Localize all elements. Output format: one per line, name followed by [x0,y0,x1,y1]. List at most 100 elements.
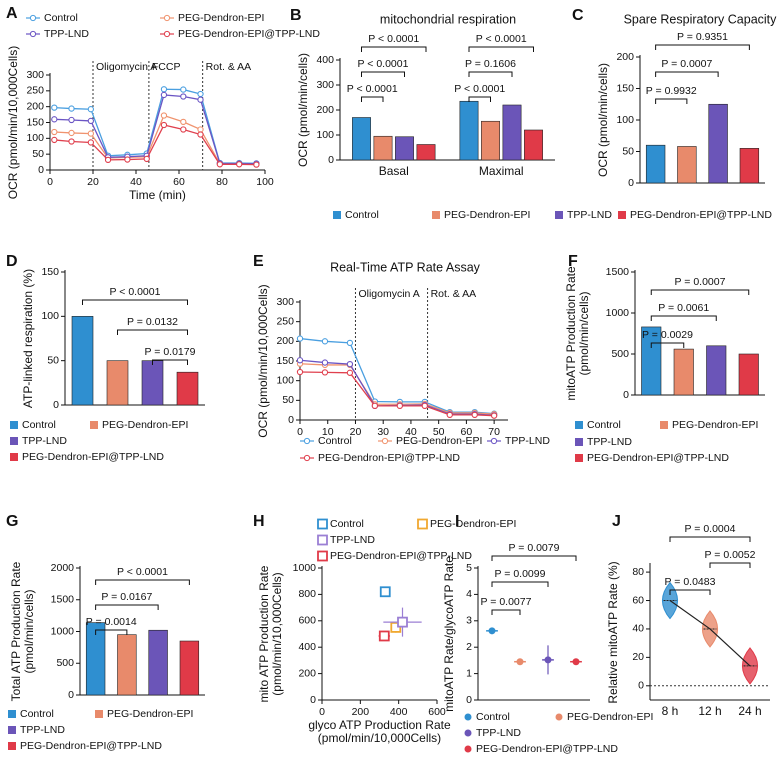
data-point [321,338,329,345]
y-tick-label: 200 [616,51,634,63]
bar [85,622,106,696]
bracket [669,536,751,542]
bar [71,316,94,406]
y-tick-label: 50 [32,148,44,160]
p-value: P = 0.0079 [509,542,560,554]
legend-label: PEG-Dendron-EPI [178,12,264,24]
event-label: Oligomycin A [96,61,157,73]
y-tick-label: 400 [298,641,316,653]
data-point [160,121,168,129]
data-point [371,402,379,409]
panel-letter: C [572,7,584,24]
bracket [669,589,711,595]
data-point [346,369,354,376]
data-point [446,411,453,419]
bar [738,353,759,396]
y-tick-label: 4 [466,588,472,600]
data-point [160,112,168,119]
data-point [68,105,75,112]
y-tick-label: 5 [466,562,472,574]
panel-letter: A [6,5,18,22]
x-axis-label: glyco ATP Production Rate [308,718,451,732]
y-axis-label: OCR (pmol/min/10,000Cells) [256,284,270,437]
data-point [296,368,304,376]
bracket [491,609,521,615]
bracket [95,579,190,585]
data-point [160,86,168,93]
data-point [68,129,75,137]
y-tick-label: 1 [466,667,472,679]
bracket [361,46,427,52]
p-value: P = 0.9351 [677,31,728,43]
data-point [346,339,354,347]
data-point [397,616,408,628]
legend-label: Control [345,209,379,221]
y-tick-label: 0 [628,177,634,189]
bar [395,136,414,161]
y-tick-label: 2000 [51,562,75,574]
legend-swatch [417,518,428,530]
p-value: P < 0.0001 [476,33,527,45]
legend-label: PEG-Dendron-EPI@TPP-LND [178,28,320,40]
x-tick-label: 0 [47,176,53,188]
bar [645,144,666,184]
y-tick-label: 250 [276,315,294,327]
y-axis-label: ATP-linked respiration (%) [21,269,35,408]
y-tick-label: 0 [68,689,74,701]
x-tick-label: 12 h [698,704,721,718]
legend-swatch [90,421,98,429]
bar [481,120,500,161]
p-value: P = 0.1606 [465,58,516,70]
legend-swatch [10,421,18,429]
x-tick-label: 20 [87,176,99,188]
x-tick-label: 100 [256,176,274,188]
y-tick-label: 3 [466,615,472,627]
y-tick-label: 200 [26,100,44,112]
bar [106,360,129,406]
legend-swatch [29,14,37,22]
data-point [471,411,478,419]
legend-swatch [29,30,37,38]
data-point [236,161,243,168]
legend-label: PEG-Dendron-EPI [444,209,530,221]
legend-swatch [464,745,472,753]
y-axis-label: OCR (pmol/min/cells) [296,53,310,167]
y-tick-label: 40 [632,623,644,635]
bracket [650,315,717,321]
y-tick-label: 60 [632,594,644,606]
y-tick-label: 400 [316,54,334,66]
bracket [655,44,750,50]
legend-label: TPP-LND [330,534,375,546]
p-value: P = 0.0052 [705,549,756,561]
bar [373,135,393,161]
legend-label: Control [476,711,510,723]
data-point [421,402,428,409]
legend-label: PEG-Dendron-EPI [430,518,516,530]
y-axis-label: mitoATP Production Rate [564,266,578,401]
legend-swatch [464,729,472,737]
data-point [104,156,112,164]
data-point [490,412,498,419]
panel-letter: G [6,513,18,530]
x-tick-label: 600 [428,706,446,718]
x-tick-label: 50 [433,426,445,438]
bracket [117,329,188,335]
x-tick-label: 60 [173,176,185,188]
y-axis-label: mitoATP Rate/glycoATP Rate [442,556,456,712]
legend-swatch [555,211,563,219]
y-tick-label: 150 [41,266,59,278]
p-value: P = 0.0007 [661,58,712,70]
data-point [51,104,58,111]
bracket [152,359,188,365]
bracket [361,71,405,77]
legend-label: Control [318,435,352,447]
p-value: P = 0.0007 [675,276,726,288]
data-point [68,116,75,124]
data-point [378,630,390,642]
y-tick-label: 100 [616,114,634,126]
bar [416,144,436,161]
p-value: P = 0.9932 [646,85,697,97]
data-point [180,126,187,133]
p-value: P < 0.0001 [368,33,419,45]
y-axis-label: (pmol/min/10,000Cells) [270,572,284,695]
